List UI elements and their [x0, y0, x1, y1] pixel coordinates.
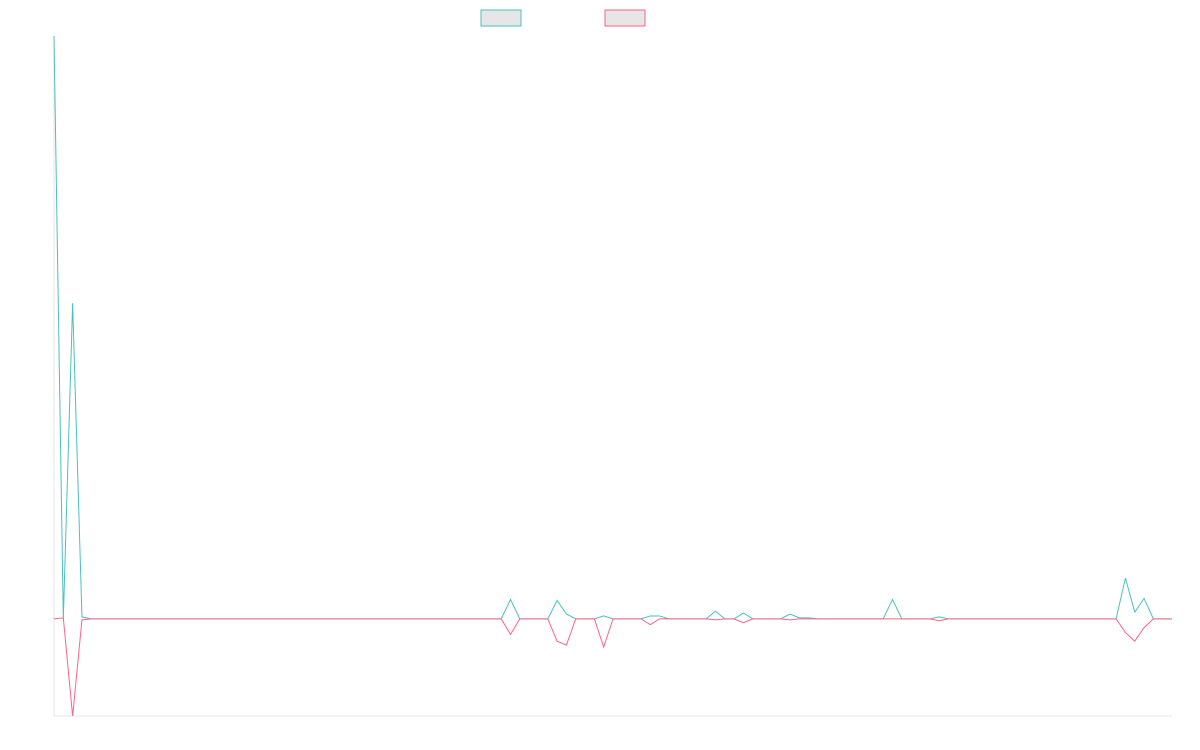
axes — [53, 36, 1172, 717]
legend-swatch-1 — [480, 9, 522, 27]
legend-item-2[interactable] — [604, 9, 646, 27]
legend-item-1[interactable] — [480, 9, 522, 27]
series-line-1 — [53, 35, 1172, 620]
legend-swatch-2 — [604, 9, 646, 27]
plot-area — [53, 35, 1172, 717]
series-line-2 — [53, 617, 1172, 717]
legend — [480, 9, 646, 27]
